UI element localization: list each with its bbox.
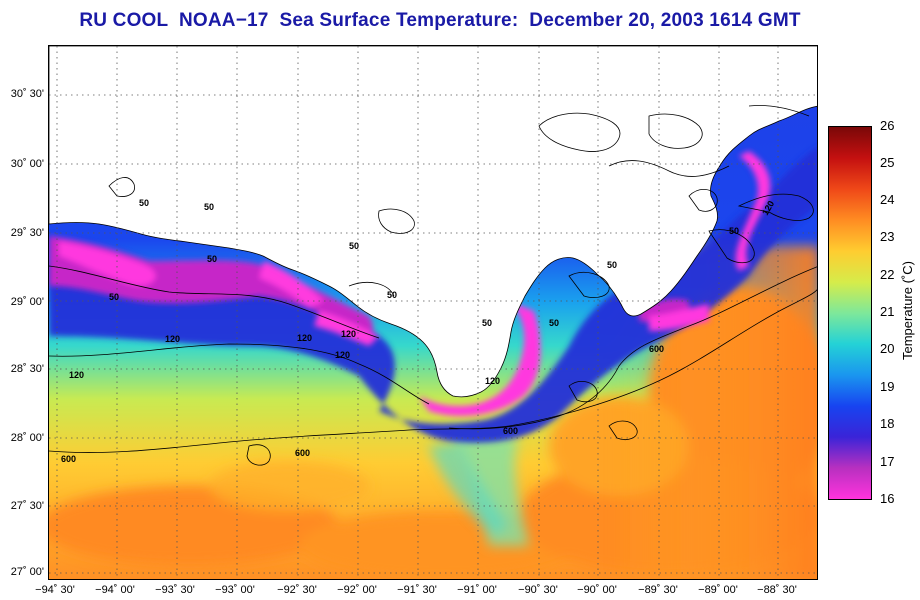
louisiana-land xyxy=(49,46,817,398)
lon-label: −91˚ 00' xyxy=(457,584,497,596)
contour-label: 120 xyxy=(297,333,312,343)
contour-label: 50 xyxy=(387,290,397,300)
contour-label: 50 xyxy=(204,202,214,212)
contour-label: 50 xyxy=(549,318,559,328)
contour-label: 50 xyxy=(729,226,739,236)
lon-label: −92˚ 00' xyxy=(337,584,377,596)
colorbar-tick: 20 xyxy=(880,341,895,356)
contour-label: 50 xyxy=(607,260,617,270)
colorbar-tick: 24 xyxy=(880,192,895,207)
colorbar-tick: 26 xyxy=(880,118,895,133)
lat-label: 28˚ 00' xyxy=(10,432,44,444)
contour-label: 600 xyxy=(649,344,664,354)
contour-label: 120 xyxy=(335,350,350,360)
lat-label: 27˚ 00' xyxy=(10,566,44,578)
contour-label: 50 xyxy=(139,198,149,208)
lon-label: −89˚ 30' xyxy=(638,584,678,596)
lat-label: 29˚ 00' xyxy=(10,296,44,308)
lon-label: −88˚ 30' xyxy=(757,584,797,596)
colorbar-tick: 25 xyxy=(880,155,895,170)
contour-label: 50 xyxy=(109,292,119,302)
lon-label: −93˚ 00' xyxy=(215,584,255,596)
contour-label: 120 xyxy=(485,376,500,386)
contour-label: 120 xyxy=(165,334,180,344)
colorbar-label: Temperature (˚C) xyxy=(900,261,915,360)
lat-label: 30˚ 00' xyxy=(10,158,44,170)
map-title: RU COOL NOAA−17 Sea Surface Temperature:… xyxy=(79,10,801,31)
lon-label: −89˚ 00' xyxy=(698,584,738,596)
lon-label: −91˚ 30' xyxy=(397,584,437,596)
coastline-details xyxy=(108,105,810,298)
contour-label: 120 xyxy=(341,329,356,339)
contour-label: 50 xyxy=(349,241,359,251)
lon-label: −94˚ 00' xyxy=(95,584,135,596)
contour-label: 50 xyxy=(482,318,492,328)
contour-label: 120 xyxy=(69,370,84,380)
temperature-colorbar xyxy=(828,126,872,500)
lon-label: −94˚ 30' xyxy=(35,584,75,596)
sst-map[interactable]: 50 50 50 50 50 50 50 50 120 120 120 120 … xyxy=(48,45,818,580)
graticule xyxy=(49,46,817,579)
colorbar-tick: 18 xyxy=(880,416,895,431)
lon-label: −92˚ 30' xyxy=(277,584,317,596)
lat-label: 29˚ 30' xyxy=(10,227,44,239)
lat-label: 30˚ 30' xyxy=(10,88,44,100)
contour-label: 50 xyxy=(207,254,217,264)
colorbar-tick: 23 xyxy=(880,229,895,244)
lon-label: −93˚ 30' xyxy=(155,584,195,596)
lon-label: −90˚ 30' xyxy=(518,584,558,596)
colorbar-tick: 17 xyxy=(880,454,895,469)
colorbar-tick: 21 xyxy=(880,304,895,319)
colorbar-tick: 16 xyxy=(880,491,895,506)
lon-label: −90˚ 00' xyxy=(577,584,617,596)
colorbar-tick: 19 xyxy=(880,379,895,394)
contour-label: 600 xyxy=(503,426,518,436)
colorbar-tick: 22 xyxy=(880,267,895,282)
contour-label: 600 xyxy=(295,448,310,458)
lat-label: 28˚ 30' xyxy=(10,363,44,375)
bathymetry-contours xyxy=(49,193,817,466)
nearshore-cold-band xyxy=(49,151,771,416)
lat-label: 27˚ 30' xyxy=(10,500,44,512)
contour-label: 600 xyxy=(61,454,76,464)
